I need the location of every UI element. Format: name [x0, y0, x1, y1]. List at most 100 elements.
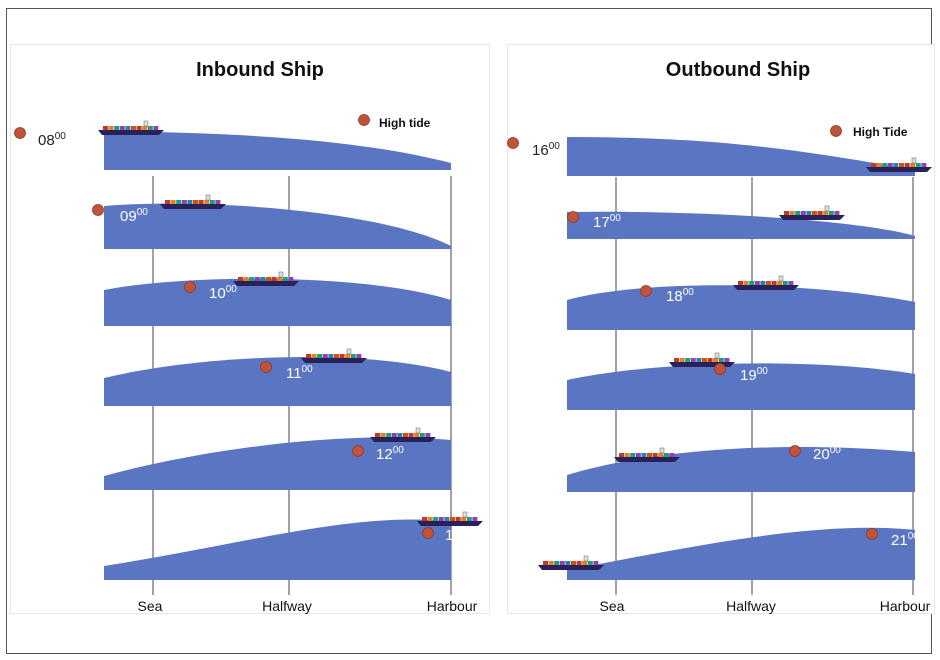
inbound-ship-0800-container [108, 126, 114, 130]
inbound-ship-0800-container [103, 126, 108, 130]
inbound-ship-0900-container [181, 200, 187, 204]
outbound-ship-1600-container [921, 163, 927, 167]
outbound-ship-1800-container [788, 281, 794, 285]
outbound-legend-dot [830, 125, 842, 137]
inbound-ship-1200-container [391, 433, 397, 437]
inbound-ship-1200-container [425, 433, 431, 437]
outbound-ship-2000-hull [614, 457, 680, 462]
outbound-ship-1800-bridge [778, 275, 784, 282]
inbound-ship-0800-container [125, 126, 131, 130]
inbound-high-tide-12 [352, 445, 364, 457]
inbound-high-tide-13 [422, 527, 434, 539]
outbound-ship-1800-container [749, 281, 755, 285]
inbound-time-10: 1000 [209, 284, 237, 302]
outbound-ship-1700-container [795, 211, 801, 215]
inbound-wave-0800 [104, 131, 451, 170]
outbound-ship-1700-container [828, 211, 834, 215]
inbound-ship-0800-container [142, 126, 148, 130]
inbound-ship-1000-container [249, 277, 255, 281]
outbound-time-19: 1900 [740, 366, 768, 384]
outbound-time-17: 1700 [593, 213, 621, 231]
inbound-ship-1100-container [306, 354, 311, 358]
inbound-ship-0800-container [153, 126, 159, 130]
outbound-ship-1600-container [871, 163, 876, 167]
inbound-ship-1300-container [461, 517, 467, 521]
inbound-ship-1100-bridge [346, 348, 352, 355]
inbound-high-tide-10 [184, 281, 196, 293]
outbound-ship-1600-container [887, 163, 893, 167]
outbound-ship-1900-container [685, 358, 691, 362]
inbound-ship-1300-hull [417, 521, 483, 526]
inbound-high-tide-09 [92, 204, 104, 216]
outbound-wave-1700 [567, 211, 915, 239]
inbound-ship-0900-container [176, 200, 182, 204]
inbound-title: Inbound Ship [196, 59, 324, 81]
inbound-ship-1200-container [414, 433, 420, 437]
inbound-ship-1300-container [450, 517, 455, 521]
inbound-ship-0800-bridge [143, 120, 149, 127]
inbound-ship-0800-container [131, 126, 136, 130]
outbound-ship-1900-container [696, 358, 702, 362]
inbound-ship-0900-container [187, 200, 193, 204]
inbound-ship-1200-bridge [415, 427, 421, 434]
inbound-ship-1100-hull [301, 358, 367, 363]
outbound-ship-1700-bridge [824, 205, 830, 212]
outbound-time-20: 2000 [813, 445, 841, 463]
outbound-high-tide-20 [789, 445, 801, 457]
outbound-ship-1800-container [766, 281, 771, 285]
outbound-axis-harbour: Harbour [879, 598, 931, 614]
outbound-ship-1700-container [834, 211, 840, 215]
inbound-ship-1300-bridge [462, 511, 468, 518]
inbound-ship-1100-container [345, 354, 351, 358]
outbound-ship-1900-container [718, 358, 724, 362]
outbound-ship-2000-container [619, 453, 624, 457]
inbound-ship-0800-container [136, 126, 142, 130]
inbound-ship-1000-container [282, 277, 288, 281]
outbound-legend-label: High Tide [853, 125, 908, 139]
outbound-ship-2000-container [647, 453, 652, 457]
outbound-ship-2100-container [548, 561, 554, 565]
inbound-legend-label: High tide [379, 116, 431, 130]
inbound-high-tide-11 [260, 361, 272, 373]
inbound-ship-1300-container [444, 517, 450, 521]
inbound-ship-0900-container [165, 200, 170, 204]
inbound-axis-harbour: Harbour [426, 598, 478, 614]
outbound-ship-1600-container [904, 163, 910, 167]
inbound-axis-halfway: Halfway [262, 598, 312, 614]
outbound-ship-1900-container [690, 358, 696, 362]
outbound-ship-1700-container [800, 211, 806, 215]
outbound-wave-1800 [567, 285, 915, 330]
inbound-ship-1100-container [328, 354, 334, 358]
inbound-wave-1200 [104, 437, 451, 490]
inbound-ship-1000-container [277, 277, 283, 281]
inbound-ship-1000-container [271, 277, 277, 281]
outbound-ship-1600-container [910, 163, 916, 167]
outbound-ship-2100-container [582, 561, 588, 565]
outbound-ship-2100-bridge [583, 555, 589, 562]
inbound-ship-1200-container [403, 433, 408, 437]
inbound-ship-1200-container [375, 433, 380, 437]
inbound-ship-1000-bridge [278, 271, 284, 278]
outbound-ship-2100-hull [538, 565, 604, 570]
outbound-high-tide-16 [507, 137, 519, 149]
outbound-wave-1900 [567, 363, 915, 410]
outbound-ship-1800-container [760, 281, 766, 285]
inbound-ship-1300-container [472, 517, 478, 521]
outbound-time-21: 2100 [891, 531, 919, 549]
outbound-ship-1600-hull [866, 167, 932, 172]
outbound-ship-2000-container [641, 453, 647, 457]
outbound-ship-1900-container [707, 358, 713, 362]
inbound-ship-0900-container [198, 200, 204, 204]
inbound-ship-0900-container [193, 200, 198, 204]
inbound-ship-1300-container [433, 517, 439, 521]
inbound-time-12: 1200 [376, 445, 404, 463]
outbound-ship-1600-container [899, 163, 904, 167]
inbound-ship-1100-container [339, 354, 345, 358]
outbound-time-16: 1600 [532, 141, 560, 159]
inbound-axis-sea: Sea [137, 598, 163, 614]
outbound-ship-1800-container [743, 281, 749, 285]
outbound-ship-1700-container [784, 211, 789, 215]
outbound-ship-1900-container [713, 358, 719, 362]
outbound-ship-1900-container [724, 358, 730, 362]
